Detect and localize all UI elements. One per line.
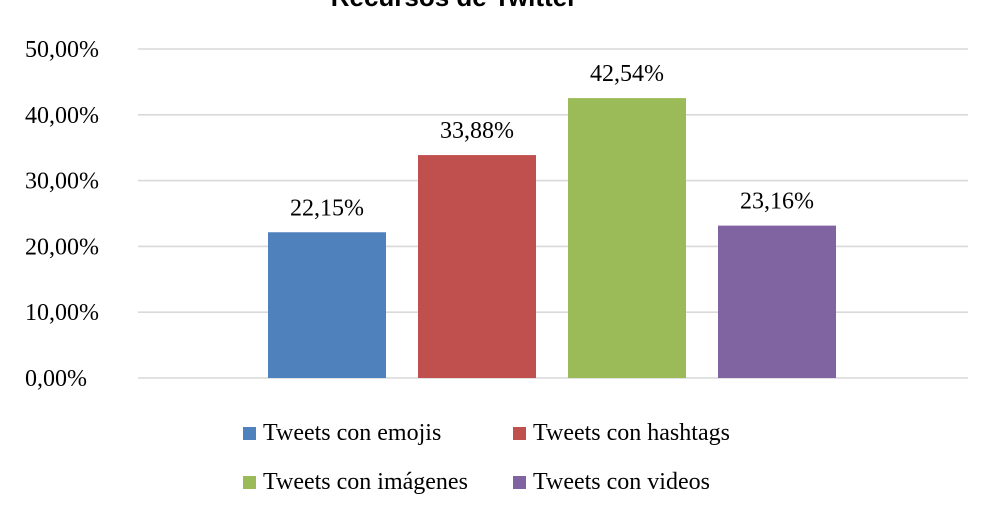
legend-label: Tweets con imágenes [263, 469, 468, 495]
y-tick-label: 40,00% [25, 103, 99, 129]
legend-swatch [513, 427, 526, 440]
data-label: 23,16% [740, 189, 814, 215]
y-tick-label: 0,00% [25, 366, 87, 392]
y-axis-ticks: 0,00% 10,00% 20,00% 30,00% 40,00% 50,00% [25, 37, 99, 392]
y-tick-label: 50,00% [25, 37, 99, 63]
legend-label: Tweets con hashtags [533, 420, 730, 446]
legend-label: Tweets con emojis [263, 420, 441, 446]
gridlines [138, 48, 968, 379]
bar [268, 232, 386, 378]
data-labels: 22,15% 33,88% 42,54% 23,16% [290, 61, 814, 221]
legend-swatch [243, 476, 256, 489]
bars [268, 98, 836, 379]
bar [418, 155, 536, 378]
y-tick-label: 10,00% [25, 300, 99, 326]
bar [568, 98, 686, 379]
y-tick-label: 20,00% [25, 234, 99, 260]
legend-label: Tweets con videos [533, 469, 710, 495]
bar [718, 225, 836, 378]
data-label: 33,88% [440, 118, 514, 144]
data-label: 42,54% [590, 61, 664, 87]
y-tick-label: 30,00% [25, 169, 99, 195]
legend: Tweets con emojis Tweets con hashtags Twee… [243, 420, 730, 495]
legend-swatch [513, 476, 526, 489]
data-label: 22,15% [290, 195, 364, 221]
legend-swatch [243, 427, 256, 440]
chart-title: Recursos de Twitter [331, 0, 578, 12]
